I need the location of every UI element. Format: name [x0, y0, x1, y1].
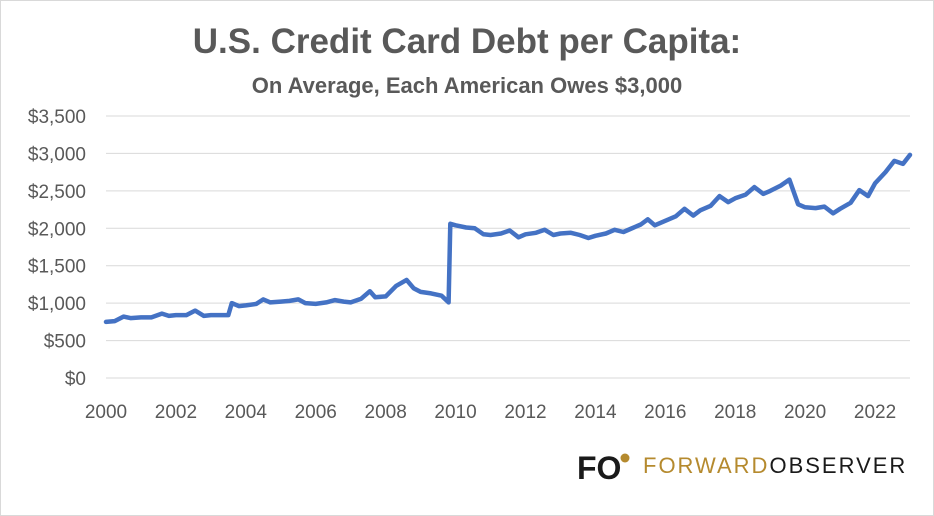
y-tick-label: $3,500: [28, 107, 86, 128]
x-tick-label: 2014: [574, 402, 617, 423]
x-tick-label: 2020: [784, 402, 826, 423]
x-tick-label: 2008: [365, 402, 407, 423]
y-tick-label: $1,000: [28, 294, 86, 315]
y-axis-tick-labels: $0 $500 $1,000 $1,500 $2,000 $2,500 $3,000 $3,5…: [28, 107, 86, 390]
y-tick-label: $2,000: [28, 219, 86, 240]
x-tick-label: 2004: [225, 402, 268, 423]
series-line: [103, 152, 913, 325]
brand-name: FORWARDOBSERVER: [643, 453, 907, 479]
brand-word-forward: FORWARD: [643, 453, 770, 478]
x-tick-label: 2002: [155, 402, 197, 423]
chart-subtitle: On Average, Each American Owes $3,000: [251, 73, 683, 98]
x-tick-label: 2022: [854, 402, 896, 423]
y-tick-label: $2,500: [28, 182, 86, 203]
gridlines: [106, 115, 910, 379]
x-tick-label: 2012: [504, 402, 546, 423]
logo-letters: FO: [577, 450, 621, 483]
brand-word-observer: OBSERVER: [769, 453, 908, 478]
x-tick-label: 2000: [85, 402, 127, 423]
x-tick-label: 2016: [644, 402, 686, 423]
brand-logo: FO FORWARDOBSERVER: [577, 449, 907, 486]
fo-logo-icon: FO: [577, 449, 635, 486]
x-tick-label: 2018: [714, 402, 756, 423]
x-axis-tick-labels: 2000 2002 2004 2006 2008 2010 2012 2014 2016 2018…: [85, 402, 896, 423]
x-tick-label: 2006: [295, 402, 337, 423]
y-tick-label: $500: [44, 332, 86, 353]
y-tick-label: $1,500: [28, 257, 86, 278]
x-tick-label: 2010: [434, 402, 476, 423]
y-tick-label: $3,000: [28, 144, 86, 165]
y-tick-label: $0: [65, 369, 86, 390]
chart-title: U.S. Credit Card Debt per Capita:: [192, 22, 742, 61]
series-layer: [103, 152, 913, 325]
